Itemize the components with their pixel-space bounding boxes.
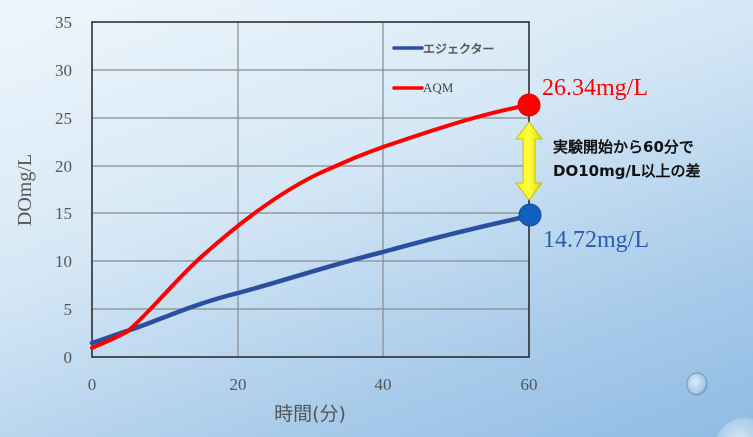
grid bbox=[92, 22, 529, 357]
svg-text:20: 20 bbox=[230, 375, 247, 394]
aqm-value-label: 26.34mg/L bbox=[542, 75, 648, 101]
svg-text:30: 30 bbox=[55, 61, 72, 80]
note-line-1: 実験開始から60分で bbox=[553, 138, 694, 156]
svg-text:20: 20 bbox=[55, 157, 72, 176]
svg-text:5: 5 bbox=[64, 300, 73, 319]
svg-text:60: 60 bbox=[521, 375, 538, 394]
y-axis-ticks: 0 5 10 15 20 25 30 35 bbox=[55, 13, 72, 367]
ejector-line bbox=[89, 213, 532, 346]
svg-text:0: 0 bbox=[64, 348, 73, 367]
plot-area-frame bbox=[91, 21, 530, 358]
x-axis-ticks: 0 20 40 60 bbox=[88, 375, 538, 394]
legend-aqm: AQM bbox=[423, 80, 454, 95]
legend: エジェクター AQM bbox=[392, 42, 495, 95]
svg-text:15: 15 bbox=[55, 204, 72, 223]
x-axis-label: 時間(分) bbox=[274, 403, 346, 425]
svg-text:25: 25 bbox=[55, 109, 72, 128]
ejector-value-label: 14.72mg/L bbox=[543, 227, 649, 253]
ejector-endpoint-marker bbox=[518, 203, 542, 227]
legend-ejector: エジェクター bbox=[423, 42, 495, 56]
note-line-2: DO10mg/L以上の差 bbox=[553, 162, 700, 180]
difference-arrow-icon bbox=[515, 121, 543, 201]
aqm-line bbox=[90, 103, 531, 350]
y-axis-label: DOmg/L bbox=[14, 154, 36, 226]
bubble-decoration-icon bbox=[686, 372, 753, 437]
svg-text:35: 35 bbox=[55, 13, 72, 32]
aqm-endpoint-marker bbox=[517, 93, 541, 117]
svg-text:0: 0 bbox=[88, 375, 97, 394]
svg-text:10: 10 bbox=[55, 252, 72, 271]
svg-text:40: 40 bbox=[375, 375, 392, 394]
